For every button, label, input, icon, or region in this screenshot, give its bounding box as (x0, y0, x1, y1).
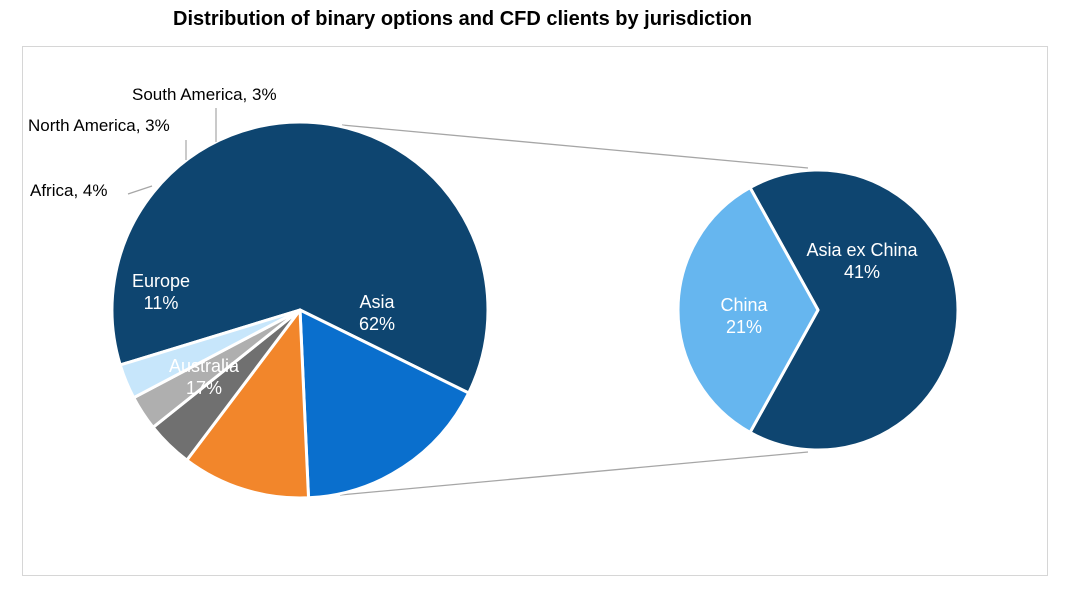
data-label-europe: Europe 11% (132, 271, 190, 313)
leader-line-africa (127, 185, 153, 195)
connector-line-bottom (339, 451, 809, 496)
slice-australia (298, 308, 471, 500)
label-value: 41% (844, 262, 880, 282)
plot-area-frame (22, 46, 1048, 576)
data-label-south-america: South America, 3% (132, 85, 277, 104)
data-label-asia: Asia 62% (359, 292, 396, 334)
connector-line-top (341, 124, 809, 169)
slice-south-america (118, 308, 302, 400)
data-label-china: China 21% (720, 295, 768, 337)
data-label-australia: Australia 17% (169, 356, 240, 398)
label-name: Asia ex China (806, 240, 918, 260)
secondary-pie (676, 168, 960, 452)
main-pie (110, 120, 490, 500)
slice-asia-ex-china (748, 168, 960, 452)
data-label-africa: Africa, 4% (30, 181, 107, 200)
label-name: Europe (132, 271, 190, 291)
label-name: Australia (169, 356, 240, 376)
label-value: 62% (359, 314, 395, 334)
chart-title: Distribution of binary options and CFD c… (173, 8, 752, 30)
slice-asia (110, 120, 490, 395)
label-value: 21% (726, 317, 762, 337)
connector-lines (339, 124, 809, 496)
label-value: 17% (186, 378, 222, 398)
label-name: China (720, 295, 768, 315)
slice-china (676, 186, 820, 434)
data-label-asia-ex-china: Asia ex China 41% (806, 240, 918, 282)
label-value: 11% (144, 293, 179, 313)
data-label-north-america: North America, 3% (28, 116, 170, 135)
label-name: Asia (359, 292, 395, 312)
data-labels: Asia 62% Australia 17% Europe 11% Africa, 4% No… (28, 85, 919, 398)
slice-europe (185, 308, 311, 500)
